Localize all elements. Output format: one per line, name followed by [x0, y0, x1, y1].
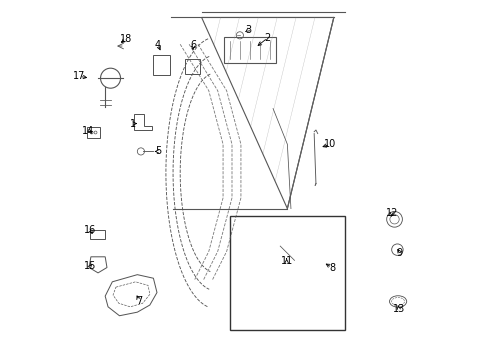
Text: 2: 2: [264, 33, 270, 43]
Text: 13: 13: [392, 304, 404, 314]
Text: 7: 7: [136, 296, 142, 306]
Text: 6: 6: [190, 40, 196, 50]
Text: 10: 10: [324, 139, 336, 149]
Text: 17: 17: [73, 71, 85, 81]
Text: 11: 11: [280, 256, 292, 266]
Text: 9: 9: [396, 248, 402, 258]
Text: 4: 4: [155, 40, 161, 50]
Text: 14: 14: [82, 126, 94, 136]
Text: 15: 15: [84, 261, 96, 271]
Text: 16: 16: [84, 225, 96, 235]
Text: 1: 1: [130, 118, 136, 129]
Text: 5: 5: [155, 147, 162, 157]
Text: 8: 8: [328, 262, 334, 273]
Text: 12: 12: [385, 208, 397, 218]
Text: 3: 3: [244, 25, 251, 35]
Text: 18: 18: [120, 34, 132, 44]
